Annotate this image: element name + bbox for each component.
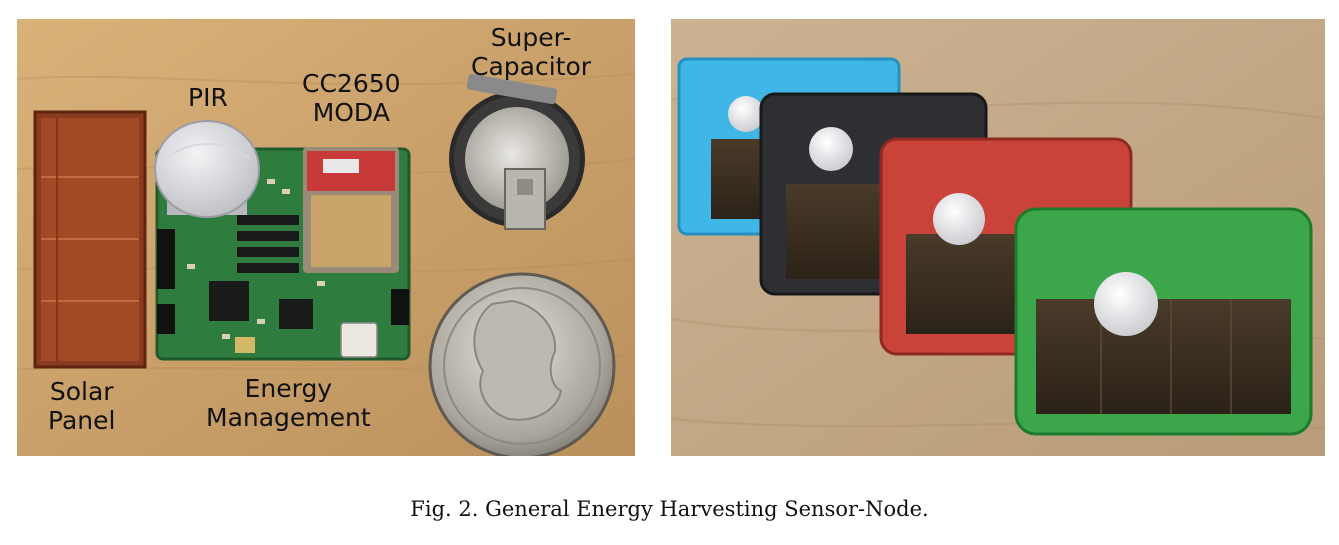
quarter-coin-shape — [428, 272, 616, 456]
solar-panel-label-line1: Solar — [49, 377, 114, 406]
energy-management-label: Energy Management — [206, 374, 371, 432]
supercapacitor-shape — [449, 73, 585, 230]
enclosures-illustration — [671, 19, 1325, 456]
figure-caption: Fig. 2. General Energy Harvesting Sensor… — [410, 497, 929, 521]
cc2650-label: CC2650 MODA — [302, 69, 401, 127]
solar-panel-shape — [33, 110, 147, 369]
components-illustration — [17, 19, 635, 456]
green-enclosure-shape — [1014, 207, 1313, 436]
supercapacitor-label: Super- Capacitor — [471, 23, 591, 81]
solar-panel-label: Solar Panel — [48, 377, 115, 435]
cc2650-label-line1: CC2650 — [302, 69, 401, 98]
components-photo — [17, 19, 635, 456]
enclosures-photo — [671, 19, 1325, 456]
solar-panel-label-line2: Panel — [48, 406, 116, 435]
energy-management-label-line2: Management — [206, 403, 371, 432]
supercapacitor-label-line2: Capacitor — [471, 52, 592, 81]
supercapacitor-label-line1: Super- — [490, 23, 572, 52]
cc2650-label-line2: MODA — [312, 98, 390, 127]
pir-sensor-shape — [154, 120, 260, 218]
energy-management-label-line1: Energy — [244, 374, 333, 403]
pir-label: PIR — [188, 83, 228, 112]
